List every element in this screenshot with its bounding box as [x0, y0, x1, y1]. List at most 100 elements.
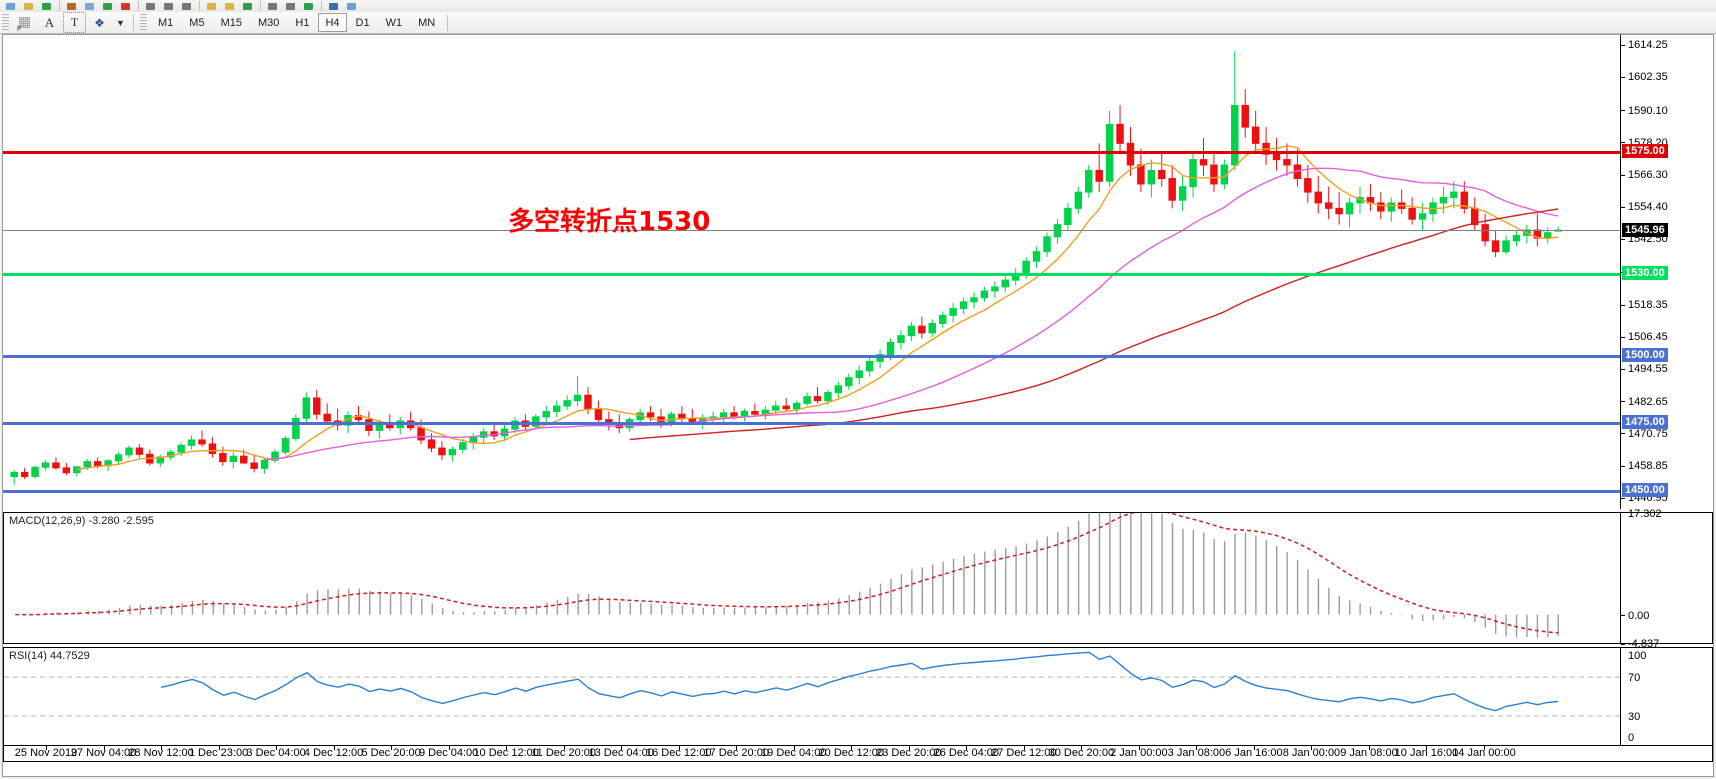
toolbar-button-25[interactable] [469, 1, 486, 12]
rsi-plot-area[interactable] [4, 648, 1620, 745]
toolbar-button-19[interactable] [361, 1, 378, 12]
rsi-pane[interactable]: RSI(14) 44.7529 100 70 30 0 25 Nov 2019 27 N… [3, 647, 1713, 762]
text-label-icon[interactable]: A [44, 14, 55, 30]
timeframe-button-mn[interactable]: MN [411, 13, 442, 32]
objects-list-icon[interactable]: ❖ [94, 15, 105, 30]
level-line-1500-00[interactable] [3, 354, 1620, 358]
macd-pane[interactable]: MACD(12,26,9) -3.280 -2.595 17.302 0.00 -4… [3, 508, 1713, 650]
toolbar-button-20[interactable] [379, 1, 396, 12]
toolbar-button-40[interactable] [739, 1, 756, 12]
toolbar-button-24[interactable] [451, 1, 468, 12]
price-tick: 1602.35 [1621, 71, 1668, 83]
toolbar-button-30[interactable] [559, 1, 576, 12]
level-line-1450-00[interactable] [3, 490, 1620, 494]
rsi-axis[interactable]: 100 70 30 0 [1620, 648, 1712, 745]
time-axis[interactable]: 25 Nov 2019 27 Nov 04:00 28 Nov 12:00 1 Dec… [4, 745, 1712, 761]
timeframe-button-m5[interactable]: M5 [182, 13, 211, 32]
toolbar-button-26[interactable] [487, 1, 504, 12]
toolbar-button-45[interactable] [829, 1, 846, 12]
rsi-tick: 0 [1628, 732, 1635, 744]
periods-button[interactable] [300, 1, 317, 12]
data-window-button[interactable] [63, 1, 80, 12]
chevron-down-icon[interactable]: ▼ [116, 17, 125, 28]
price-tag-1545-96[interactable]: 1545.96 [1622, 223, 1668, 238]
level-line-1475-00[interactable] [3, 422, 1620, 426]
crosshair-grid-icon[interactable]: F [13, 12, 36, 33]
text-box-icon[interactable]: T [63, 12, 86, 33]
periods-toolbar-grip-handle[interactable] [140, 14, 147, 31]
zoom-in-button[interactable] [203, 1, 220, 12]
toolbar-button-42[interactable] [775, 1, 792, 12]
toolbar-button-32[interactable] [595, 1, 612, 12]
toolbar-button-22[interactable] [415, 1, 432, 12]
time-tick-label: 10 Dec 12:00 [473, 747, 539, 759]
timeframe-button-h1[interactable]: H1 [288, 13, 316, 32]
price-tag-1475-00[interactable]: 1475.00 [1622, 415, 1668, 430]
toolbar-button-29[interactable] [541, 1, 558, 12]
price-pane[interactable]: 多空转折点1530 1614.25 1602.35 1590.10 1578.20 15… [3, 35, 1713, 509]
toolbar-button-23[interactable] [433, 1, 450, 12]
toolbar-button-36[interactable] [667, 1, 684, 12]
candle-chart-button[interactable] [160, 1, 177, 12]
macd-plot-area[interactable] [4, 513, 1620, 643]
bar-chart-button[interactable] [142, 1, 159, 12]
toolbar-button-47[interactable] [865, 1, 882, 12]
level-line-1545-96[interactable] [3, 230, 1620, 232]
properties-button[interactable] [343, 1, 360, 12]
toolbar-button-21[interactable] [397, 1, 414, 12]
time-tick-label: 30 Dec 20:00 [1048, 747, 1115, 759]
timeframe-label: D1 [355, 16, 370, 29]
toolbar-grip-handle[interactable] [2, 14, 9, 31]
timeframe-button-w1[interactable]: W1 [379, 13, 410, 32]
price-tag-1450-00[interactable]: 1450.00 [1622, 483, 1668, 498]
price-tag-1500-00[interactable]: 1500.00 [1622, 347, 1668, 362]
toolbar-button-37[interactable] [685, 1, 702, 12]
macd-axis[interactable]: 17.302 0.00 -4.837 [1620, 508, 1712, 650]
macd-tick: 0.00 [1621, 610, 1649, 622]
price-tag-1530-00[interactable]: 1530.00 [1622, 266, 1668, 281]
price-tag-1575-00[interactable]: 1575.00 [1622, 144, 1668, 159]
price-tick: 1470.75 [1621, 428, 1668, 440]
timeframe-button-m15[interactable]: M15 [214, 13, 249, 32]
line-studies-and-periods-toolbar: F A T ❖ ▼ M1 M5 M15 M30 H1 H4 D1 W1 MN [0, 12, 1716, 34]
price-tick: 1506.45 [1621, 331, 1668, 343]
level-line-1575-00[interactable] [3, 151, 1620, 155]
navigator-button[interactable] [81, 1, 98, 12]
price-plot-area[interactable]: 多空转折点1530 [3, 35, 1620, 509]
new-chart-button[interactable] [2, 1, 19, 12]
market-watch-button[interactable] [38, 1, 55, 12]
auto-scroll-button[interactable] [239, 1, 256, 12]
zoom-out-button[interactable] [221, 1, 238, 12]
timeframe-button-h4[interactable]: H4 [318, 13, 347, 32]
terminal-button[interactable] [99, 1, 116, 12]
toolbar-button-33[interactable] [613, 1, 630, 12]
timeframe-button-m1[interactable]: M1 [151, 13, 180, 32]
toolbar-button-46[interactable] [847, 1, 864, 12]
line-chart-button[interactable] [178, 1, 195, 12]
profiles-button[interactable] [20, 1, 37, 12]
timeframe-button-m30[interactable]: M30 [251, 13, 286, 32]
toolbar-button-41[interactable] [757, 1, 774, 12]
toolbar-button-34[interactable] [631, 1, 648, 12]
chart-annotation-text[interactable]: 多空转折点1530 [508, 207, 711, 237]
toolbar-button-28[interactable] [523, 1, 540, 12]
toolbar-button-27[interactable] [505, 1, 522, 12]
strategy-tester-button[interactable] [117, 1, 134, 12]
toolbar-button-44[interactable] [811, 1, 828, 12]
toolbar-button-39[interactable] [721, 1, 738, 12]
toolbar-button-31[interactable] [577, 1, 594, 12]
chart-window[interactable]: XAUUSD-,H4 1545.92 1547.23 1545.50 1545.… [2, 34, 1714, 777]
toolbar-button-38[interactable] [703, 1, 720, 12]
time-tick-mark [506, 746, 508, 750]
toolbar-button-48[interactable] [883, 1, 900, 12]
level-line-1530-00[interactable] [3, 273, 1620, 277]
time-tick-label: 25 Nov 2019 [14, 747, 78, 759]
indicators-button[interactable] [282, 1, 299, 12]
templates-button[interactable] [325, 1, 342, 12]
price-axis[interactable]: 1614.25 1602.35 1590.10 1578.20 1566.30 1554.… [1620, 35, 1713, 509]
chart-shift-button[interactable] [264, 1, 281, 12]
toolbar-button-35[interactable] [649, 1, 666, 12]
timeframe-button-d1[interactable]: D1 [349, 13, 377, 32]
time-tick-mark [448, 746, 450, 750]
toolbar-button-43[interactable] [793, 1, 810, 12]
